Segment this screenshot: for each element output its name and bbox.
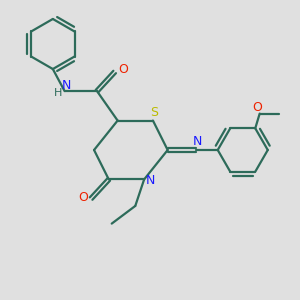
- Text: N: N: [61, 79, 71, 92]
- Text: H: H: [54, 88, 62, 98]
- Text: O: O: [78, 190, 88, 204]
- Text: O: O: [252, 101, 262, 114]
- Text: O: O: [118, 62, 128, 76]
- Text: N: N: [146, 174, 155, 188]
- Text: S: S: [150, 106, 158, 119]
- Text: N: N: [192, 135, 202, 148]
